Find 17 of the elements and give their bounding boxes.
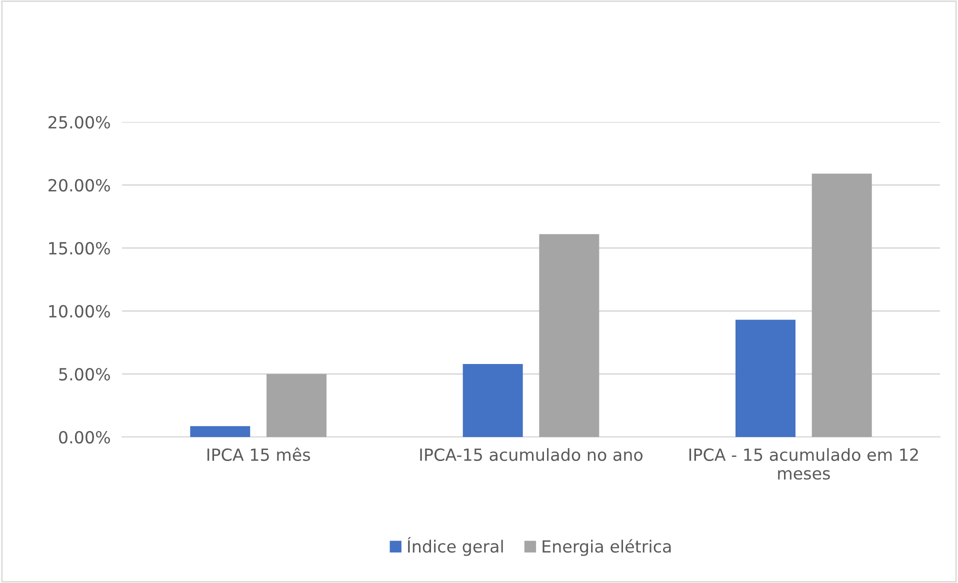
y-tick-label: 0.00%: [59, 430, 110, 444]
y-tick-label: 20.00%: [48, 178, 110, 192]
x-tick-label: IPCA-15 acumulado no ano: [420, 448, 643, 462]
legend-label: Índice geral: [408, 537, 503, 556]
bar: [812, 174, 872, 437]
legend-label: Energia elétrica: [542, 539, 671, 556]
y-tick-label: 25.00%: [48, 116, 110, 129]
x-tick-label: IPCA - 15 acumulado em 12 meses: [689, 448, 918, 480]
bar: [462, 364, 523, 437]
bar: [736, 320, 796, 437]
y-tick-label: 15.00%: [49, 242, 110, 255]
bar: [266, 374, 326, 437]
y-tick-label: 5.00%: [59, 368, 110, 381]
bar: [539, 234, 600, 437]
y-tick-label: 10.00%: [49, 304, 110, 318]
x-tick-label: IPCA 15 mês: [207, 447, 310, 462]
bar: [190, 426, 250, 437]
